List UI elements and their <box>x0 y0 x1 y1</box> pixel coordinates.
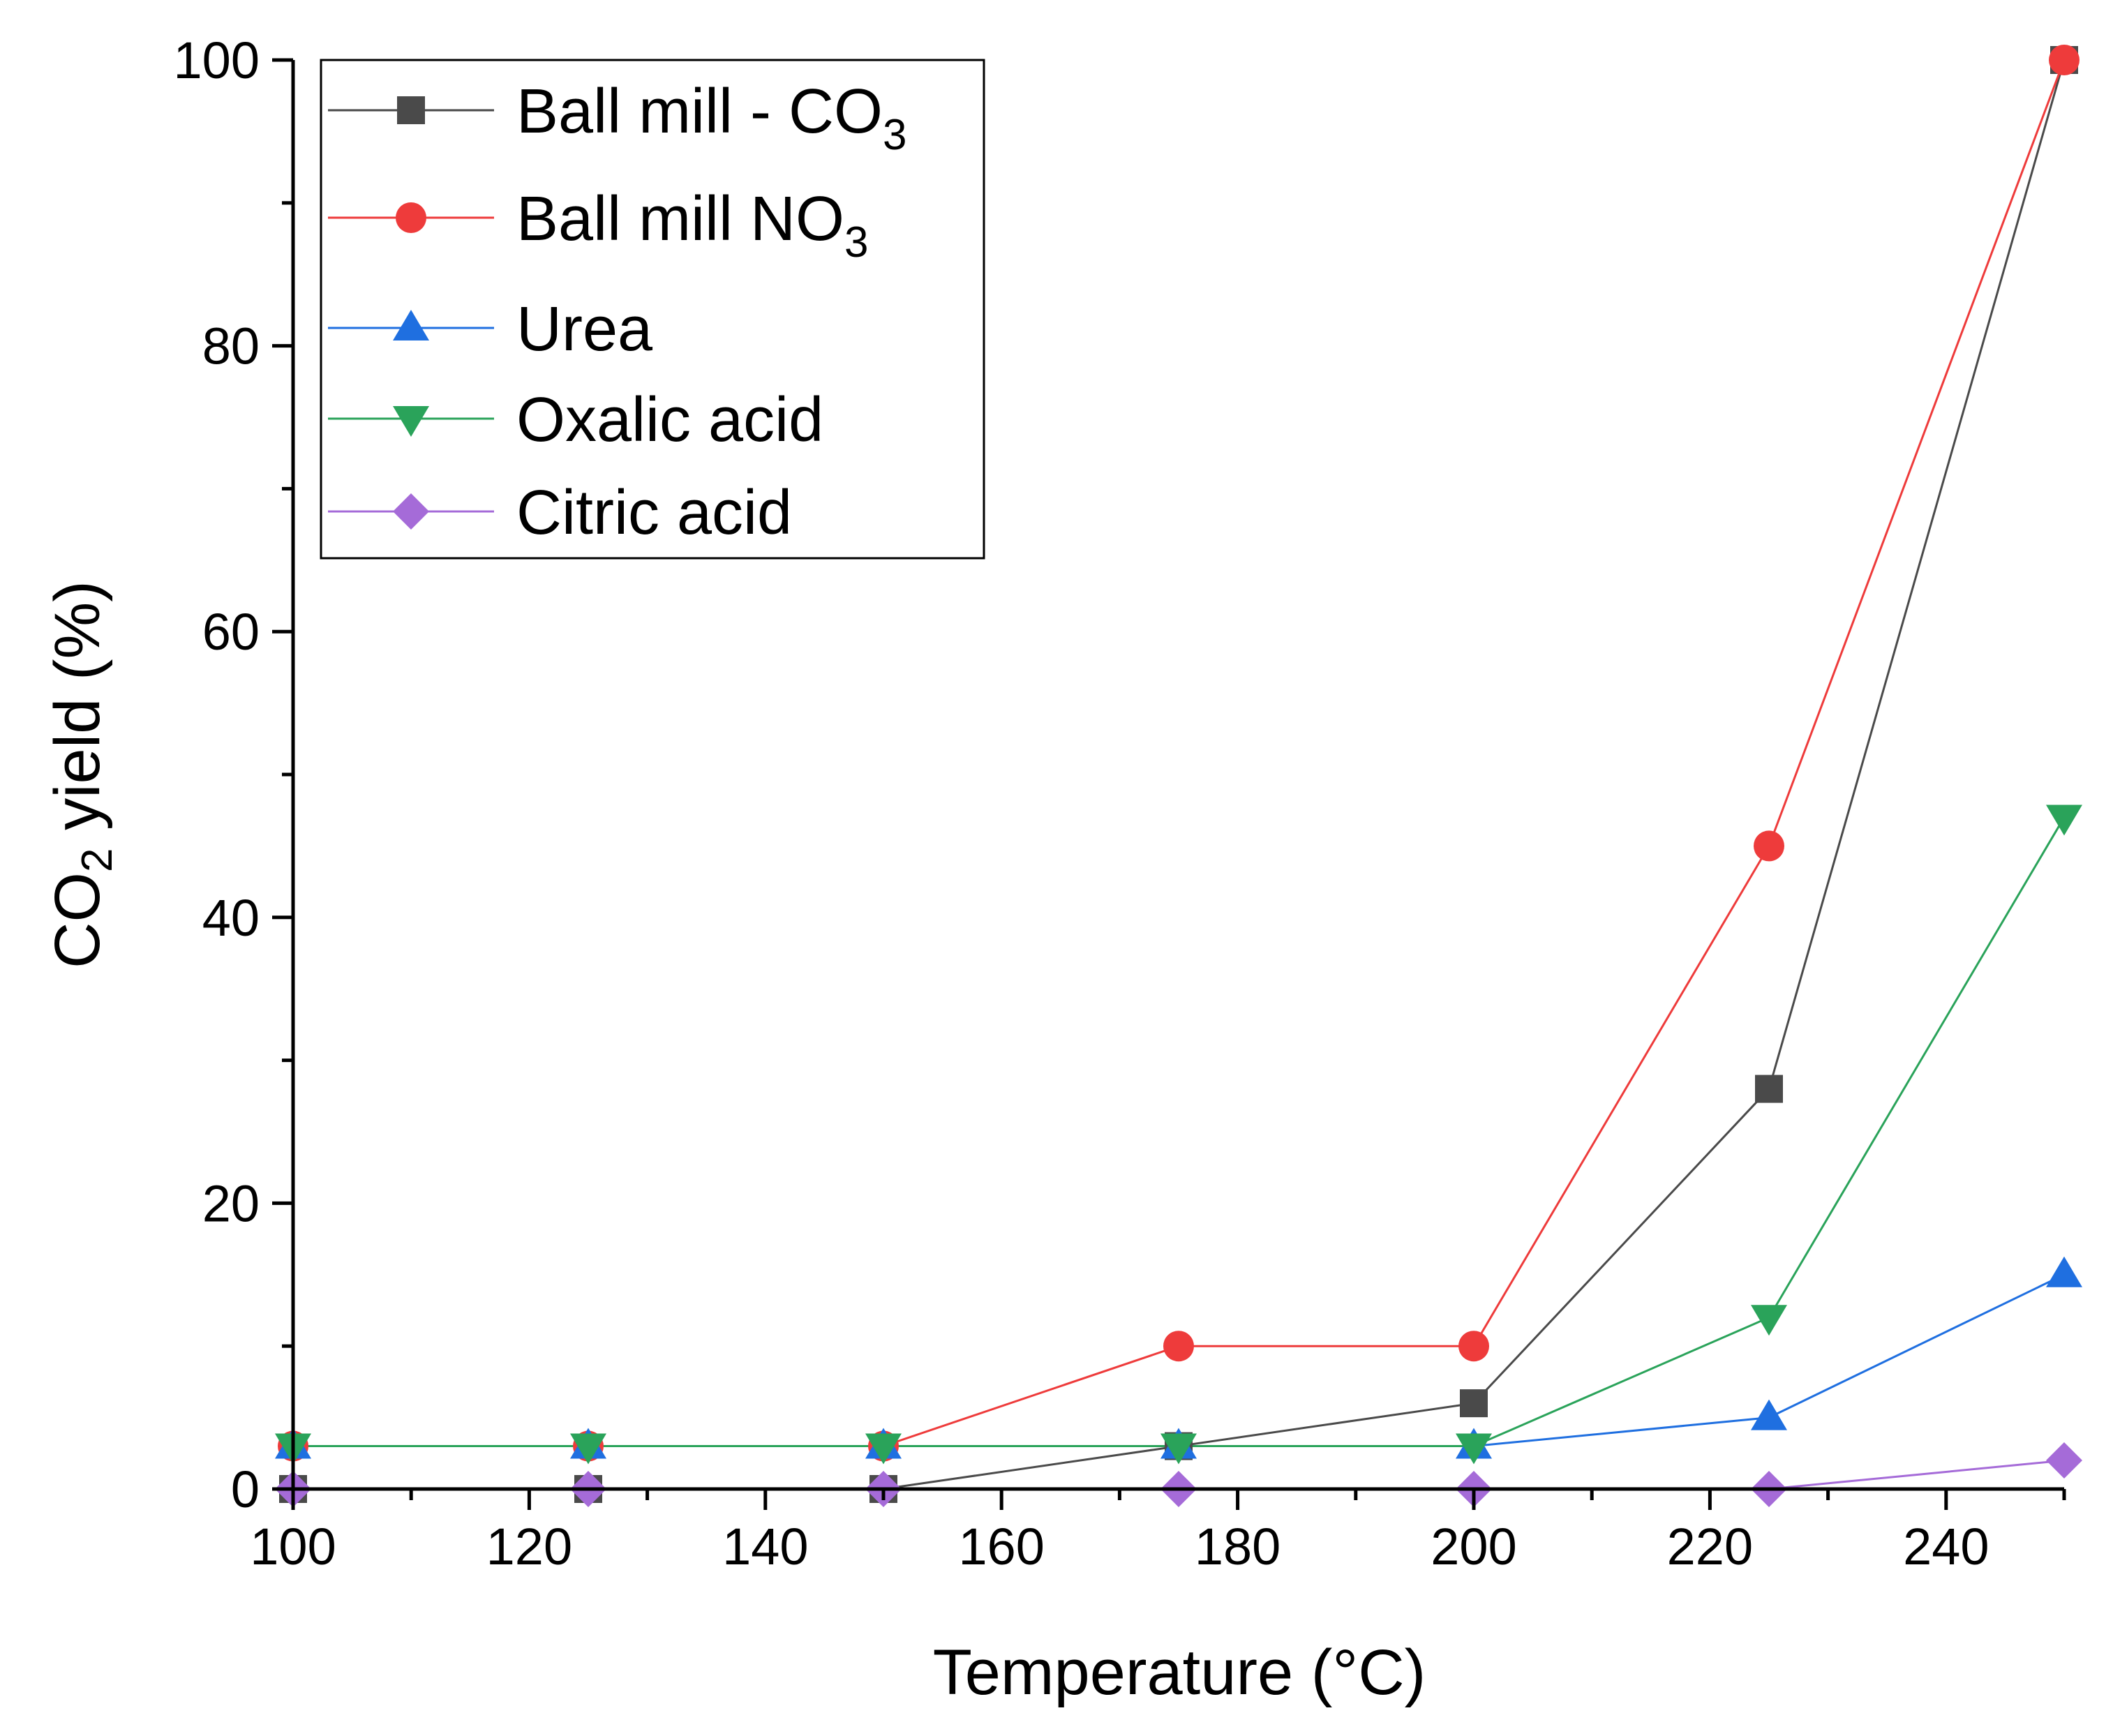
legend-item-urea: Urea <box>328 294 653 364</box>
ticks <box>272 58 2066 1510</box>
legend-label: Ball mill - CO3 <box>516 77 907 159</box>
legend-label: Urea <box>516 294 653 364</box>
data-point-oxalic-acid <box>1456 1433 1492 1465</box>
legend-label: Ball mill NO3 <box>516 184 869 267</box>
legend: Ball mill - CO3 Ball mill NO3 Urea Oxalic a… <box>320 59 985 560</box>
y-tick-label: 100 <box>174 31 260 89</box>
data-point-oxalic-acid <box>865 1433 902 1465</box>
x-tick-label: 140 <box>722 1518 808 1576</box>
data-point-ball-mill-no3 <box>1458 1331 1489 1362</box>
legend-marker <box>393 493 429 530</box>
x-tick-label: 200 <box>1431 1518 1516 1576</box>
data-point-ball-mill-co3 <box>1755 1075 1783 1103</box>
data-point-ball-mill-no3 <box>1163 1331 1194 1362</box>
y-axis-title-base: CO <box>42 872 113 968</box>
legend-marker <box>393 310 429 341</box>
y-tick-label: 40 <box>202 889 260 947</box>
x-tick-label: 240 <box>1903 1518 1989 1576</box>
y-axis-title-subscript: 2 <box>73 848 121 871</box>
x-tick-label: 220 <box>1667 1518 1753 1576</box>
legend-marker <box>397 96 425 124</box>
data-point-oxalic-acid <box>1751 1305 1787 1336</box>
y-tick-label: 20 <box>202 1174 260 1232</box>
tick-labels: 100 120 140 160 180 200 220 240 0 20 40 60 80 100 <box>174 31 1989 1576</box>
x-tick-label: 100 <box>250 1518 336 1576</box>
data-point-oxalic-acid <box>570 1433 606 1465</box>
legend-box <box>320 59 985 560</box>
y-tick-label: 0 <box>231 1460 260 1518</box>
y-tick-label: 60 <box>202 603 260 661</box>
legend-marker <box>393 406 429 437</box>
x-tick-label: 120 <box>486 1518 572 1576</box>
y-tick-label: 80 <box>202 317 260 375</box>
x-axis-title: Temperature (°C) <box>933 1637 1426 1708</box>
y-axis-title: CO2 yield (%) <box>42 581 121 968</box>
legend-label: Citric acid <box>516 478 792 548</box>
data-point-ball-mill-co3 <box>1460 1389 1488 1418</box>
legend-label: Oxalic acid <box>516 385 823 455</box>
legend-item-ball-mill-no3: Ball mill NO3 <box>328 184 869 267</box>
legend-items: Ball mill - CO3 Ball mill NO3 Urea Oxalic a… <box>328 77 907 548</box>
data-point-ball-mill-no3 <box>1754 830 1784 862</box>
x-tick-label: 160 <box>958 1518 1044 1576</box>
y-axis-title-rest: yield (%) <box>42 581 113 848</box>
legend-item-oxalic-acid: Oxalic acid <box>328 385 823 455</box>
legend-item-ball-mill-co3: Ball mill - CO3 <box>328 77 907 159</box>
data-point-oxalic-acid <box>2046 805 2082 836</box>
data-point-urea <box>1751 1399 1787 1430</box>
x-tick-label: 180 <box>1195 1518 1281 1576</box>
data-point-urea <box>2046 1256 2082 1287</box>
data-point-oxalic-acid <box>1160 1433 1197 1465</box>
data-point-ball-mill-no3 <box>2049 45 2080 75</box>
data-point-citric-acid <box>2046 1442 2082 1479</box>
legend-item-citric-acid: Citric acid <box>328 478 792 548</box>
legend-marker <box>396 202 426 233</box>
